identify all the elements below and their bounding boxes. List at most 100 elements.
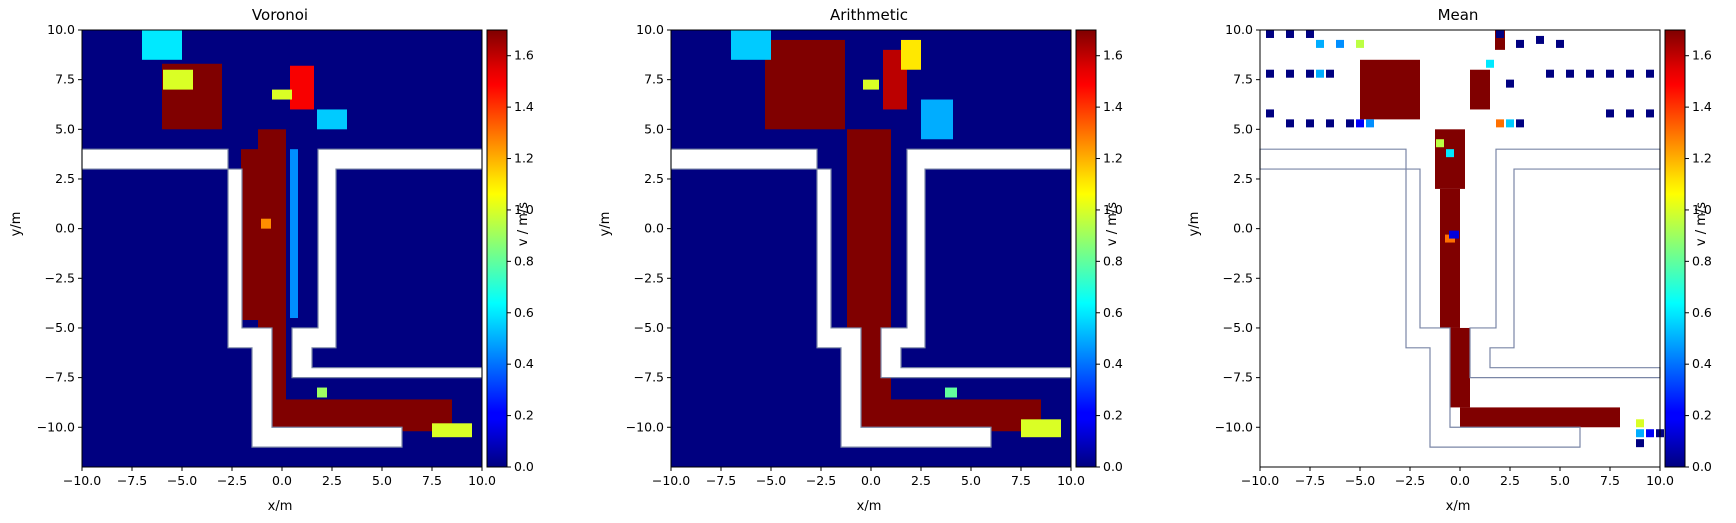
y-tick-label: −10.0 (1215, 419, 1253, 434)
x-tick-label: 2.5 (1500, 473, 1520, 488)
heat-cell (1626, 69, 1634, 78)
colorbar-tick-label: 0.2 (1103, 408, 1123, 423)
heat-cell (1586, 69, 1594, 78)
heat-cell (1460, 407, 1620, 428)
colorbar-tick-label: 0.2 (514, 408, 534, 423)
x-tick-label: −5.0 (1345, 473, 1375, 488)
colorbar-tick-label: 0.6 (1692, 305, 1712, 320)
x-tick-label: 2.5 (911, 473, 931, 488)
colorbar-label: v / m/s (1105, 202, 1120, 246)
colorbar-tick-label: 0.0 (514, 459, 534, 474)
colorbar-tick-label: 0.8 (1103, 253, 1123, 268)
heat-cell (261, 218, 271, 229)
heat-cell (1606, 69, 1614, 78)
x-tick-label: −7.5 (1295, 473, 1325, 488)
x-tick-label: 10.0 (468, 473, 496, 488)
heat-cell (1486, 59, 1494, 68)
heat-cell (921, 99, 953, 140)
y-tick-label: −7.5 (634, 370, 664, 385)
chart-title: Arithmetic (830, 6, 908, 24)
colorbar-tick-label: 0.6 (1103, 305, 1123, 320)
heat-cell (1021, 419, 1061, 438)
heat-cell (1266, 109, 1274, 118)
y-tick-label: 5.0 (644, 121, 664, 136)
y-tick-label: 0.0 (644, 221, 664, 236)
colorbar-gradient (1664, 29, 1686, 468)
heat-cell (290, 65, 314, 110)
heat-cell (1266, 69, 1274, 78)
wall-outline (1259, 148, 1581, 448)
heat-cell (1360, 59, 1420, 120)
wall-outline (670, 148, 992, 448)
x-tick-label: 7.5 (422, 473, 442, 488)
y-tick-label: 2.5 (644, 171, 664, 186)
heat-cell (1636, 439, 1644, 448)
heat-cell (272, 89, 292, 100)
heat-cell (1606, 109, 1614, 118)
heat-cell (1556, 39, 1564, 48)
heat-cell (1646, 109, 1654, 118)
x-tick-label: 0.0 (861, 473, 881, 488)
heat-cell (1449, 230, 1459, 239)
y-tick-label: 5.0 (55, 121, 75, 136)
x-tick-label: −7.5 (706, 473, 736, 488)
y-tick-label: 7.5 (644, 72, 664, 87)
heat-cell (1450, 327, 1470, 408)
heat-cell (1436, 139, 1444, 148)
heat-cell (1316, 39, 1324, 48)
heat-cell (142, 30, 182, 60)
y-tick-label: −7.5 (1223, 370, 1253, 385)
colorbar-tick-label: 1.2 (1692, 151, 1712, 166)
heat-cell (290, 149, 298, 319)
y-tick-label: 2.5 (1233, 171, 1253, 186)
heat-cell (1440, 188, 1460, 328)
heat-cell (1306, 119, 1314, 128)
heat-cell (1316, 69, 1324, 78)
heat-cell (1470, 69, 1490, 110)
colorbar-tick-label: 1.0 (1692, 202, 1712, 217)
heat-cell (1435, 129, 1465, 189)
x-tick-label: −2.5 (1395, 473, 1425, 488)
y-tick-label: −5.0 (1223, 320, 1253, 335)
heat-cell (1636, 429, 1644, 438)
colorbar-tick-label: 0.0 (1103, 459, 1123, 474)
y-tick-label: 7.5 (55, 72, 75, 87)
heat-cell (1496, 29, 1504, 38)
colorbar-tick-label: 1.2 (514, 151, 534, 166)
heat-cell (1286, 29, 1294, 38)
x-tick-label: 5.0 (1550, 473, 1570, 488)
x-axis-label: x/m (857, 499, 882, 514)
heat-cell (1516, 119, 1524, 128)
x-axis-label: x/m (268, 499, 293, 514)
heat-cell (163, 69, 193, 90)
heat-cell (1636, 419, 1644, 428)
y-tick-label: 7.5 (1233, 72, 1253, 87)
heat-cell (765, 39, 845, 130)
heat-cell (1266, 29, 1274, 38)
heat-cell (1326, 69, 1334, 78)
heat-cell (1646, 69, 1654, 78)
x-tick-label: 10.0 (1057, 473, 1085, 488)
heat-cell (861, 399, 1041, 432)
x-tick-label: 2.5 (322, 473, 342, 488)
heat-cell (731, 30, 771, 60)
heat-cell (1346, 119, 1354, 128)
x-tick-label: −10.0 (652, 473, 690, 488)
colorbar: 0.0 0.2 0.4 0.6 0.8 1.0 1.2 1.4 1.6 (486, 29, 534, 474)
y-tick-label: 2.5 (55, 171, 75, 186)
colorbar-tick-label: 1.2 (1103, 151, 1123, 166)
colorbar-label: v / m/s (516, 202, 531, 246)
heat-cell (945, 387, 957, 398)
colorbar-tick-label: 1.0 (514, 202, 534, 217)
chart-title: Voronoi (252, 6, 308, 24)
panel-voronoi: Voronoi −10.0 −7.5 −5.0 −2.5 0.0 2.5 5.0 7.5 10.… (9, 6, 534, 514)
colorbar-tick-label: 1.6 (1692, 48, 1712, 63)
colorbar-tick-label: 0.4 (1692, 356, 1712, 371)
x-tick-label: −10.0 (63, 473, 101, 488)
x-tick-label: 5.0 (961, 473, 981, 488)
heat-cell (1326, 119, 1334, 128)
x-tick-label: −5.0 (167, 473, 197, 488)
y-tick-label: −7.5 (45, 370, 75, 385)
colorbar-tick-label: 0.4 (514, 356, 534, 371)
